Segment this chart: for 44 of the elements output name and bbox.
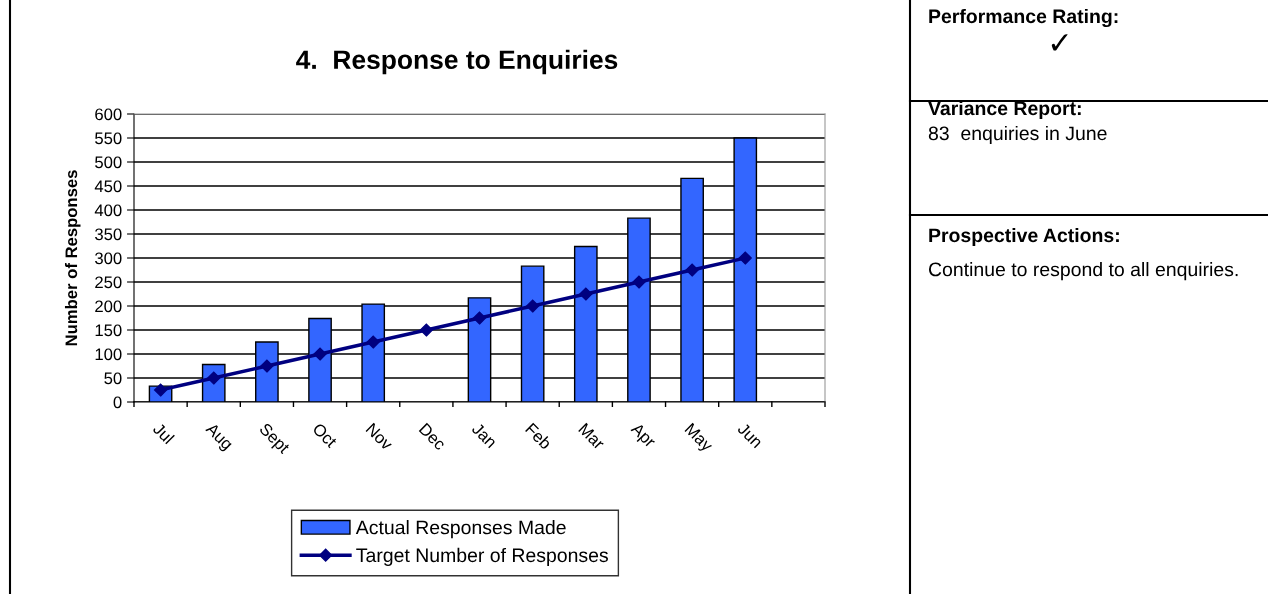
x-tick-label: Jul	[152, 421, 175, 445]
legend-label: Target Number of Responses	[356, 547, 608, 566]
x-tick-label: Nov	[365, 422, 394, 452]
y-tick-label: 350	[95, 228, 122, 241]
y-tick-label: 400	[94, 204, 122, 217]
legend-label: Actual Responses Made	[355, 520, 566, 539]
x-tick-label: Feb	[524, 422, 553, 450]
point	[472, 311, 487, 325]
y-tick-label: 200	[95, 300, 122, 313]
text: Performance Rating:	[929, 8, 1118, 28]
text: 83 enquiries in June	[928, 125, 1107, 145]
point	[526, 299, 540, 313]
point	[738, 251, 752, 265]
point	[419, 323, 433, 337]
x-tick-label: Mar	[578, 422, 606, 451]
point	[366, 335, 380, 349]
y-tick-label: 150	[95, 324, 122, 337]
y-tick-label: 500	[95, 156, 122, 169]
y-tick-label: 300	[95, 252, 122, 265]
point	[313, 347, 327, 361]
y-tick-label: 450	[94, 180, 122, 193]
y-tick-label: 550	[95, 132, 122, 145]
point	[685, 263, 699, 277]
point	[632, 275, 646, 289]
point	[579, 287, 593, 301]
x-tick-label: May	[682, 422, 714, 455]
x-tick-label: Jan	[471, 422, 498, 449]
text: ✓	[1051, 34, 1068, 51]
y-axis-title: Number of Responses	[64, 170, 81, 346]
text: Continue to respond to all enquiries.	[928, 262, 1238, 281]
x-tick-label: Jun	[736, 422, 764, 449]
y-tick-label: 50	[104, 372, 122, 385]
x-tick-label: Dec	[418, 422, 447, 451]
text: Prospective Actions:	[929, 227, 1119, 247]
y-tick-label: 600	[95, 108, 122, 121]
x-tick-label: Apr	[628, 421, 657, 451]
x-tick-label: Oct	[311, 422, 338, 449]
chart-title: 4. Response to Enquiries	[296, 49, 618, 75]
point	[260, 359, 274, 373]
y-tick-label: 250	[95, 276, 122, 289]
y-tick-label: 100	[95, 348, 122, 361]
x-tick-label: Aug	[202, 421, 234, 453]
text: Variance Report:	[928, 100, 1081, 120]
y-tick-label: 0	[113, 396, 122, 409]
